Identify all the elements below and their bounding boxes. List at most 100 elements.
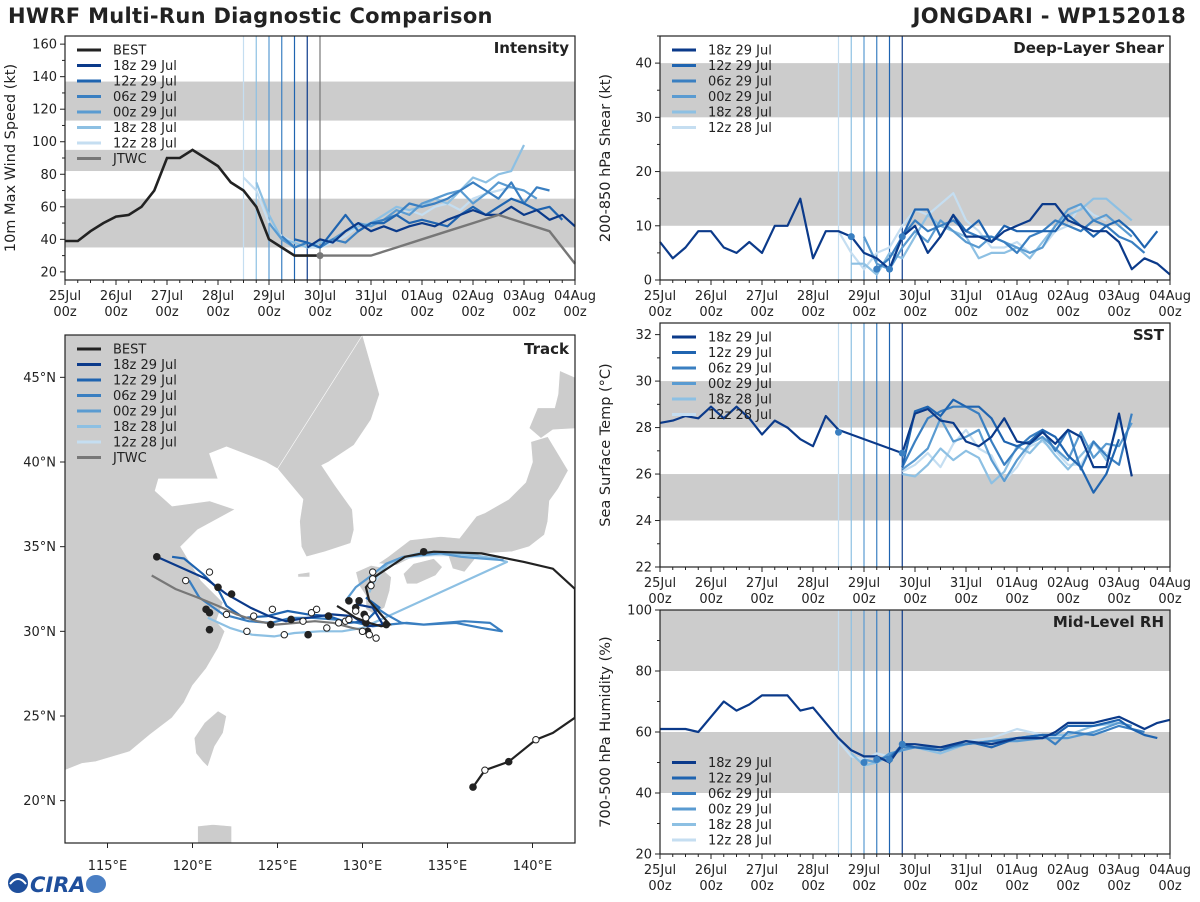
init-point — [835, 428, 842, 436]
init-point — [873, 755, 881, 763]
x-tick-label: 30Jul — [899, 576, 931, 591]
track-position-marker — [362, 619, 370, 627]
track-position-marker — [299, 617, 307, 625]
track-position-marker — [504, 757, 513, 766]
x-tick-label: 31Jul — [950, 289, 982, 304]
x-tick-label: 00z — [257, 305, 281, 320]
x-tick-label: 03Aug — [503, 289, 545, 304]
track-position-marker — [372, 634, 380, 642]
y-tick-label: 80 — [635, 665, 652, 680]
track-position-marker — [266, 620, 275, 629]
lon-tick-label: 140°E — [513, 859, 553, 874]
x-tick-label: 29Jul — [848, 289, 880, 304]
shaded-band — [660, 732, 1170, 793]
x-tick-label: 00z — [750, 592, 774, 607]
x-tick-label: 00z — [750, 879, 774, 894]
x-tick-label: 03Aug — [1098, 576, 1140, 591]
init-point — [847, 233, 855, 241]
x-tick-label: 00z — [359, 305, 383, 320]
x-tick-label: 30Jul — [304, 289, 336, 304]
track-position-marker — [312, 605, 321, 614]
x-tick-label: 00z — [1158, 879, 1182, 894]
init-point — [898, 740, 906, 748]
y-tick-label: 32 — [635, 328, 652, 343]
track-position-marker — [362, 614, 370, 622]
x-tick-label: 00z — [1005, 592, 1029, 607]
track-position-marker — [367, 581, 375, 590]
y-tick-label: 120 — [32, 103, 57, 118]
legend-label: 18z 29 Jul — [113, 59, 177, 74]
x-tick-label: 31Jul — [950, 863, 982, 878]
legend-label: 12z 29 Jul — [113, 75, 177, 90]
x-tick-label: 00z — [512, 305, 536, 320]
track-position-marker — [355, 597, 363, 605]
y-tick-label: 40 — [40, 233, 57, 248]
x-tick-label: 01Aug — [996, 576, 1038, 591]
x-tick-label: 00z — [954, 305, 978, 320]
x-tick-label: 00z — [954, 879, 978, 894]
series-line — [901, 405, 1133, 471]
y-tick-label: 40 — [635, 57, 652, 72]
y-tick-label: 140 — [32, 70, 57, 85]
legend-label: 12z 29 Jul — [708, 59, 772, 74]
y-tick-label: 28 — [635, 421, 652, 436]
legend-label: 00z 29 Jul — [708, 377, 772, 392]
y-axis-label: Sea Surface Temp (°C) — [598, 363, 614, 526]
x-tick-label: 00z — [1158, 305, 1182, 320]
x-tick-label: 29Jul — [848, 576, 880, 591]
legend-label: 12z 28 Jul — [113, 436, 177, 451]
y-tick-label: 20 — [635, 165, 652, 180]
track-position-marker — [382, 620, 391, 629]
x-tick-label: 00z — [699, 879, 723, 894]
init-point — [873, 265, 881, 273]
y-tick-label: 60 — [40, 200, 57, 215]
x-tick-label: 00z — [852, 592, 876, 607]
legend-label: 06z 29 Jul — [113, 389, 177, 404]
series-line — [888, 718, 1158, 761]
y-axis-label: 10m Max Wind Speed (kt) — [3, 64, 19, 252]
track-position-marker — [481, 766, 489, 774]
legend-label: 00z 29 Jul — [113, 106, 177, 121]
lon-tick-label: 125°E — [258, 859, 298, 874]
legend-label: BEST — [113, 343, 146, 358]
cira-logo-graphic: CIRA — [8, 873, 106, 897]
series-line — [294, 197, 564, 249]
lat-tick-label: 35°N — [23, 540, 56, 555]
x-tick-label: 30Jul — [899, 289, 931, 304]
legend-label: 06z 29 Jul — [113, 90, 177, 105]
x-tick-label: 00z — [410, 305, 434, 320]
track-position-marker — [369, 568, 377, 576]
x-tick-label: 02Aug — [452, 289, 494, 304]
x-tick-label: 03Aug — [1098, 863, 1140, 878]
chart-title: Deep-Layer Shear — [1013, 39, 1164, 57]
series-line — [306, 205, 576, 249]
x-tick-label: 04Aug — [1149, 576, 1191, 591]
lat-tick-label: 30°N — [23, 625, 56, 640]
x-tick-label: 00z — [206, 305, 230, 320]
track-position-marker — [323, 624, 331, 632]
x-tick-label: 01Aug — [401, 289, 443, 304]
x-tick-label: 00z — [1056, 305, 1080, 320]
map-frame — [64, 334, 576, 844]
x-tick-label: 04Aug — [1149, 863, 1191, 878]
legend-label: 12z 29 Jul — [708, 772, 772, 787]
y-tick-label: 160 — [32, 38, 57, 53]
shaded-band — [660, 474, 1170, 521]
series-line — [659, 197, 1171, 276]
x-tick-label: 00z — [903, 592, 927, 607]
storm-title: JONGDARI - WP152018 — [912, 4, 1186, 28]
x-tick-label: 31Jul — [950, 576, 982, 591]
x-tick-label: 00z — [1158, 592, 1182, 607]
x-tick-label: 00z — [801, 592, 825, 607]
track-position-marker — [182, 576, 190, 585]
x-tick-label: 00z — [563, 305, 587, 320]
x-tick-label: 00z — [801, 305, 825, 320]
x-tick-label: 00z — [750, 305, 774, 320]
legend-label: 12z 29 Jul — [708, 346, 772, 361]
chart-title: Mid-Level RH — [1053, 613, 1164, 631]
legend-label: 18z 28 Jul — [708, 106, 772, 121]
lat-tick-label: 45°N — [23, 371, 56, 386]
